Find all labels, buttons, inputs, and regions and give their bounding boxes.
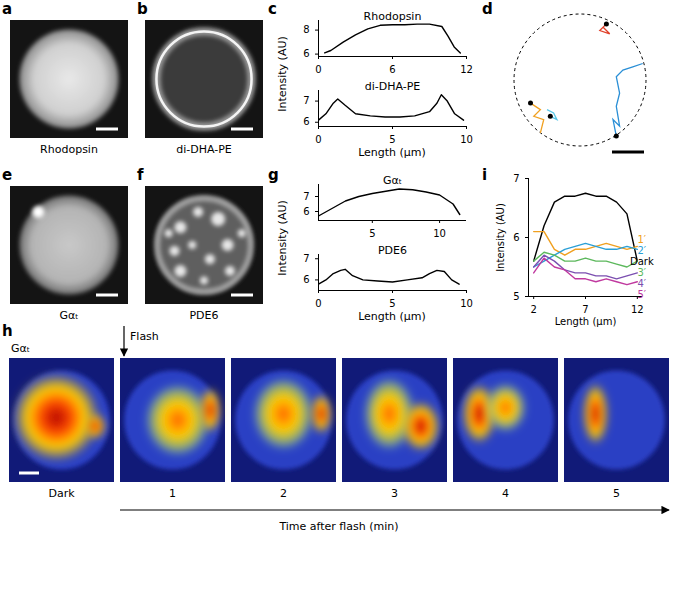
svg-text:10: 10 [460, 134, 473, 145]
svg-text:Flash: Flash [130, 330, 159, 343]
svg-text:h: h [2, 322, 13, 340]
svg-text:Intensity (AU): Intensity (AU) [276, 200, 289, 276]
svg-text:10: 10 [460, 298, 473, 309]
svg-text:i: i [482, 166, 487, 184]
svg-text:4: 4 [502, 487, 509, 500]
svg-text:Gαₜ: Gαₜ [59, 309, 78, 322]
svg-text:Dark: Dark [48, 487, 75, 500]
svg-text:a: a [2, 0, 12, 18]
svg-text:d: d [482, 0, 493, 18]
svg-text:Length (μm): Length (μm) [555, 316, 617, 327]
svg-text:12: 12 [631, 304, 644, 315]
svg-text:7: 7 [303, 95, 309, 106]
svg-text:1′: 1′ [637, 234, 646, 245]
svg-text:f: f [137, 166, 144, 184]
svg-text:Gαₜ: Gαₜ [11, 342, 30, 355]
svg-text:5: 5 [513, 291, 519, 302]
svg-text:Dark: Dark [630, 256, 654, 267]
svg-text:PDE6: PDE6 [189, 309, 218, 322]
svg-text:5: 5 [369, 228, 375, 239]
svg-text:6: 6 [513, 232, 519, 243]
svg-text:Intensity (AU): Intensity (AU) [495, 203, 506, 272]
svg-text:6: 6 [303, 48, 309, 59]
svg-text:8: 8 [303, 24, 309, 35]
svg-text:7: 7 [303, 253, 309, 264]
svg-text:0: 0 [315, 64, 321, 75]
svg-text:6: 6 [303, 116, 309, 127]
svg-text:e: e [2, 166, 12, 184]
svg-text:1: 1 [169, 487, 176, 500]
svg-text:c: c [268, 0, 277, 18]
svg-text:b: b [137, 0, 148, 18]
svg-text:2: 2 [280, 487, 287, 500]
svg-text:0: 0 [315, 298, 321, 309]
svg-text:10: 10 [433, 228, 446, 239]
svg-text:12: 12 [460, 64, 473, 75]
svg-text:5: 5 [389, 298, 395, 309]
svg-text:2′: 2′ [637, 245, 646, 256]
svg-text:7: 7 [582, 304, 588, 315]
svg-text:Time after flash (min): Time after flash (min) [278, 520, 398, 533]
svg-text:7: 7 [513, 173, 519, 184]
svg-text:3′: 3′ [637, 267, 646, 278]
svg-text:Rhodopsin: Rhodopsin [40, 143, 98, 156]
svg-text:6: 6 [389, 64, 395, 75]
svg-text:Rhodopsin: Rhodopsin [364, 10, 422, 23]
svg-text:Length (μm): Length (μm) [358, 310, 426, 323]
svg-text:di-DHA-PE: di-DHA-PE [176, 143, 232, 156]
svg-text:6: 6 [303, 274, 309, 285]
svg-text:5: 5 [613, 487, 620, 500]
svg-text:5: 5 [389, 134, 395, 145]
svg-text:6: 6 [303, 206, 309, 217]
svg-text:7: 7 [303, 191, 309, 202]
svg-text:5′: 5′ [637, 289, 646, 300]
svg-text:4′: 4′ [637, 278, 646, 289]
svg-text:Gαₜ: Gαₜ [383, 174, 402, 187]
svg-text:Intensity (AU): Intensity (AU) [276, 36, 289, 112]
svg-text:0: 0 [315, 134, 321, 145]
svg-text:g: g [268, 166, 279, 184]
svg-text:di-DHA-PE: di-DHA-PE [365, 80, 421, 93]
svg-text:PDE6: PDE6 [378, 244, 407, 257]
svg-text:3: 3 [391, 487, 398, 500]
svg-text:2: 2 [530, 304, 536, 315]
svg-text:Length (μm): Length (μm) [358, 146, 426, 159]
